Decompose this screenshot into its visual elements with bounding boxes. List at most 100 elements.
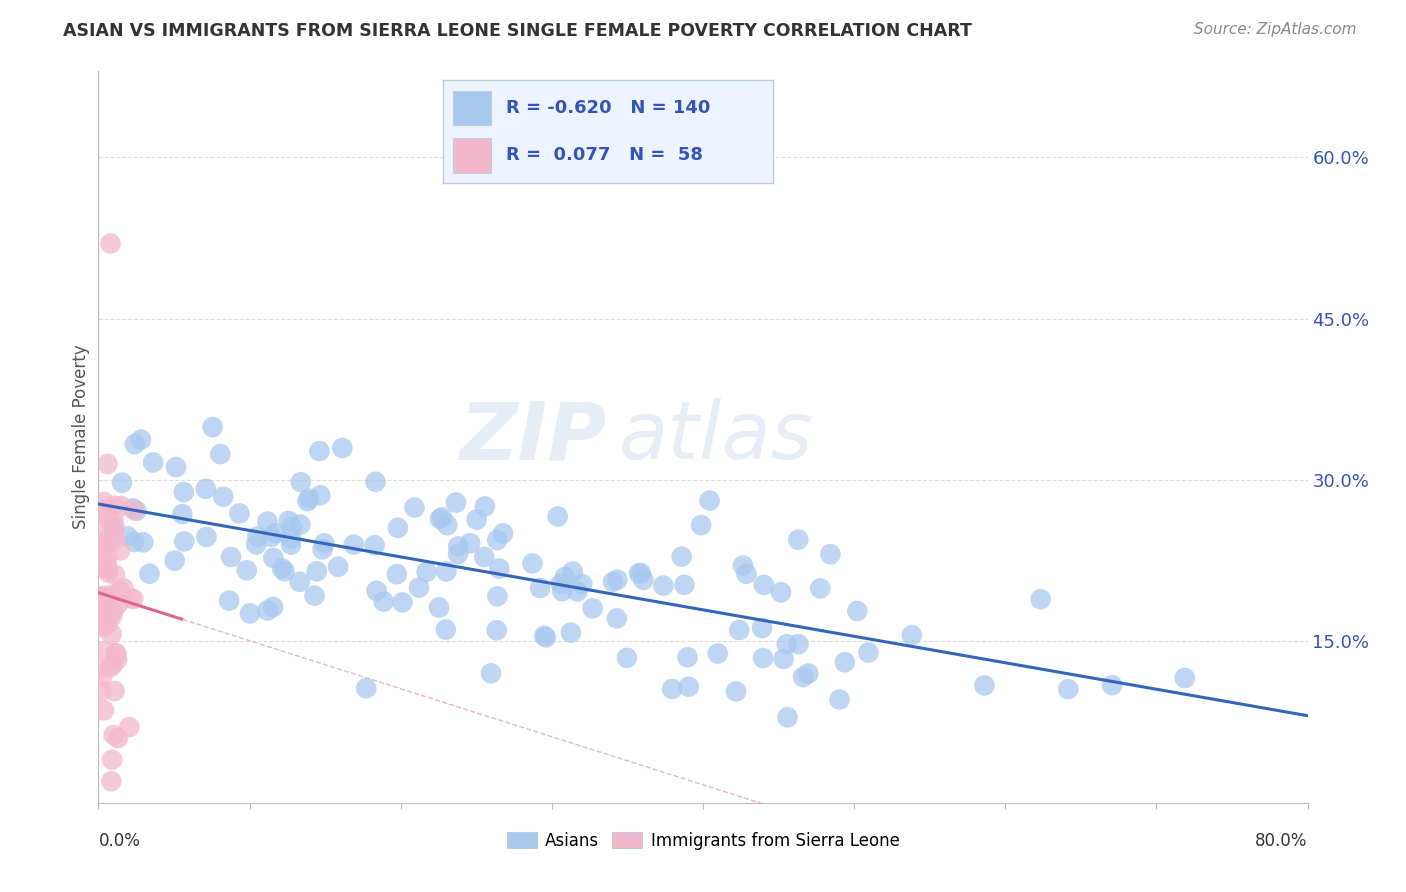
Point [436,518,458,533]
Point [973,678,995,692]
Point [271,561,294,575]
Point [792,670,814,684]
Text: ASIAN VS IMMIGRANTS FROM SIERRA LEONE SINGLE FEMALE POVERTY CORRELATION CHART: ASIAN VS IMMIGRANTS FROM SIERRA LEONE SI… [63,22,972,40]
Point [87,617,110,632]
Point [364,475,387,489]
Point [671,549,693,564]
Point [245,537,267,551]
Point [103,520,125,534]
Point [96,617,118,632]
Text: 80.0%: 80.0% [1256,832,1308,850]
Point [533,629,555,643]
Point [627,566,650,581]
Point [787,533,810,547]
Point [776,637,799,651]
Point [602,574,624,589]
Point [385,567,408,582]
Point [447,547,470,561]
Point [107,598,129,612]
Point [735,566,758,581]
Point [458,536,481,550]
Point [606,573,628,587]
Point [93,620,115,634]
Point [797,666,820,681]
Point [105,646,128,660]
Point [96,457,118,471]
Point [129,433,152,447]
Point [673,578,696,592]
Point [808,582,831,596]
Point [105,652,128,666]
Point [93,495,115,509]
Point [554,570,576,584]
Bar [453,137,491,173]
Point [89,662,111,676]
Point [236,563,259,577]
Point [100,236,122,251]
Point [676,650,699,665]
Point [280,538,302,552]
Point [434,565,457,579]
Point [124,437,146,451]
Point [90,599,112,614]
Point [529,581,551,595]
Point [288,574,311,589]
Point [122,501,145,516]
Point [485,624,508,638]
Point [326,559,349,574]
Point [97,591,120,606]
Point [96,561,118,575]
Point [551,584,574,599]
Point [561,565,583,579]
Point [138,566,160,581]
Bar [453,91,491,126]
Point [298,491,321,506]
Point [343,538,366,552]
Point [772,652,794,666]
Point [262,550,284,565]
Point [100,627,122,641]
Point [118,720,141,734]
Text: R = -0.620   N = 140: R = -0.620 N = 140 [506,99,710,117]
Point [91,506,114,520]
Point [103,513,125,527]
Point [1101,678,1123,692]
Point [103,604,125,618]
Text: atlas: atlas [619,398,813,476]
Point [264,526,287,541]
Point [308,444,330,458]
Point [661,681,683,696]
Point [124,503,146,517]
Point [101,753,124,767]
Point [472,549,495,564]
Legend: Asians, Immigrants from Sierra Leone: Asians, Immigrants from Sierra Leone [501,825,905,856]
Point [172,507,194,521]
Point [277,514,299,528]
Point [616,650,638,665]
Point [550,576,572,591]
Point [111,475,134,490]
Point [260,530,283,544]
Point [280,532,302,546]
Point [201,420,224,434]
Point [1029,592,1052,607]
Point [408,581,430,595]
Point [256,515,278,529]
Point [103,528,125,542]
Point [90,544,112,558]
Point [103,499,125,513]
Point [228,507,250,521]
Point [93,503,115,517]
Point [752,651,775,665]
Point [330,441,353,455]
Point [97,601,120,615]
Point [173,534,195,549]
Point [97,512,120,526]
Point [103,728,125,742]
Point [112,582,135,596]
Point [444,495,467,509]
Point [828,692,851,706]
Point [820,547,842,561]
Point [427,600,450,615]
Point [97,566,120,580]
